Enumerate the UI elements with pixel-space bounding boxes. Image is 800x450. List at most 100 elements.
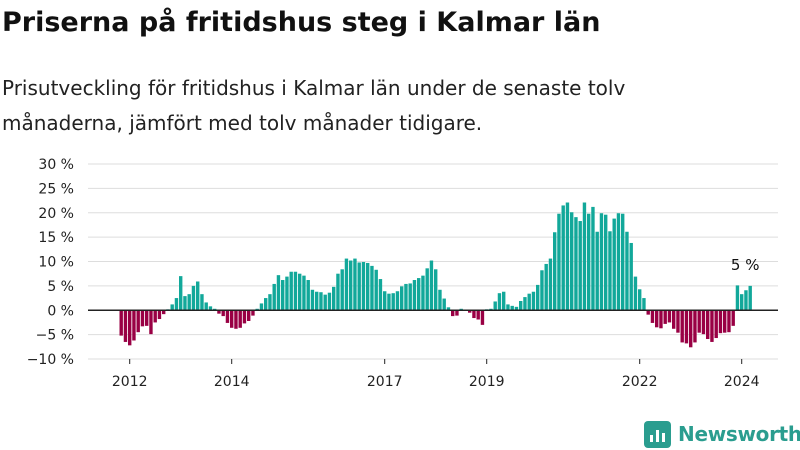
bar <box>493 301 497 311</box>
bar <box>735 285 740 311</box>
bar <box>293 271 298 311</box>
bar <box>540 270 544 311</box>
bar <box>400 286 404 311</box>
last-value-annotation: 5 % <box>731 256 760 274</box>
bar <box>612 218 616 311</box>
bar <box>442 298 446 311</box>
bar <box>446 307 451 311</box>
bar <box>672 310 676 329</box>
bar <box>455 310 459 316</box>
bars <box>119 202 752 348</box>
bar <box>621 213 625 311</box>
y-tick-label: 5 % <box>47 279 74 295</box>
bar <box>387 293 391 311</box>
bar <box>727 310 731 333</box>
y-tick-label: 0 % <box>47 303 74 319</box>
bar <box>259 303 264 311</box>
bar <box>234 310 238 329</box>
bar <box>744 290 748 311</box>
bar <box>731 310 735 326</box>
bar <box>196 281 200 311</box>
bar <box>374 269 378 311</box>
bar <box>544 263 548 311</box>
bar <box>315 291 319 311</box>
bar <box>349 260 353 311</box>
bar <box>395 291 400 311</box>
bar <box>336 273 340 311</box>
chart-title: Priserna på fritidshus steg i Kalmar län <box>2 7 601 38</box>
bar <box>629 242 633 311</box>
bar <box>740 294 744 311</box>
bar <box>650 310 655 323</box>
bar <box>149 310 153 335</box>
bar <box>646 310 650 315</box>
bar <box>659 310 663 329</box>
bar <box>217 310 221 314</box>
bar <box>153 310 157 323</box>
bar <box>272 283 276 311</box>
bar <box>553 232 557 311</box>
bar <box>701 310 706 335</box>
bar <box>187 294 191 311</box>
bar <box>574 217 578 311</box>
x-tick-label: 2024 <box>724 374 760 390</box>
bar <box>366 262 370 311</box>
bar <box>310 289 315 311</box>
y-axis-labels: 30 % 25 % 20 % 15 % 10 % 5 % 0 % −5 % −10 % <box>27 157 74 368</box>
x-tick-label: 2014 <box>214 374 250 390</box>
bar <box>136 310 140 333</box>
bar <box>200 294 204 311</box>
bar <box>451 310 455 317</box>
bar <box>502 291 506 311</box>
y-tick-label: −10 % <box>27 352 74 368</box>
bar <box>514 306 519 311</box>
bar <box>438 289 442 311</box>
bar <box>680 310 684 343</box>
bar <box>570 212 574 311</box>
bar <box>642 298 646 311</box>
bar <box>230 310 234 328</box>
x-tick-label: 2017 <box>367 374 403 390</box>
bar <box>208 306 213 311</box>
bar <box>383 291 387 311</box>
bar <box>582 202 587 311</box>
bar <box>319 292 323 311</box>
newsworthy-logo: Newsworthy <box>644 419 800 449</box>
bar <box>591 206 595 311</box>
bar <box>378 279 383 311</box>
bar <box>268 294 272 311</box>
bar <box>616 213 621 311</box>
bar <box>238 310 242 328</box>
bar <box>128 310 132 346</box>
bar <box>429 260 434 311</box>
bar <box>638 289 642 311</box>
bar <box>357 262 361 311</box>
x-axis-ticks: 2012 2014 2017 2019 2022 2024 <box>112 359 760 390</box>
bar <box>587 213 591 311</box>
bar <box>174 298 179 311</box>
bar <box>531 291 536 311</box>
bar <box>221 310 225 317</box>
bar <box>157 310 162 320</box>
bar <box>472 310 476 319</box>
bar <box>506 304 510 311</box>
bar <box>476 310 480 320</box>
bar <box>285 276 289 311</box>
bar <box>119 310 123 336</box>
bar <box>281 280 285 311</box>
bar <box>391 293 395 311</box>
bar <box>123 310 128 342</box>
bar <box>340 269 344 311</box>
bar <box>132 310 136 341</box>
bar <box>599 213 604 311</box>
x-tick-label: 2012 <box>112 374 148 390</box>
bar <box>693 310 697 343</box>
x-tick-label: 2019 <box>469 374 505 390</box>
bar <box>344 258 349 311</box>
bar <box>523 297 527 311</box>
y-tick-label: 30 % <box>38 157 74 173</box>
bar <box>706 310 710 340</box>
bar <box>417 278 421 311</box>
bar <box>332 286 336 311</box>
bar <box>604 214 608 311</box>
